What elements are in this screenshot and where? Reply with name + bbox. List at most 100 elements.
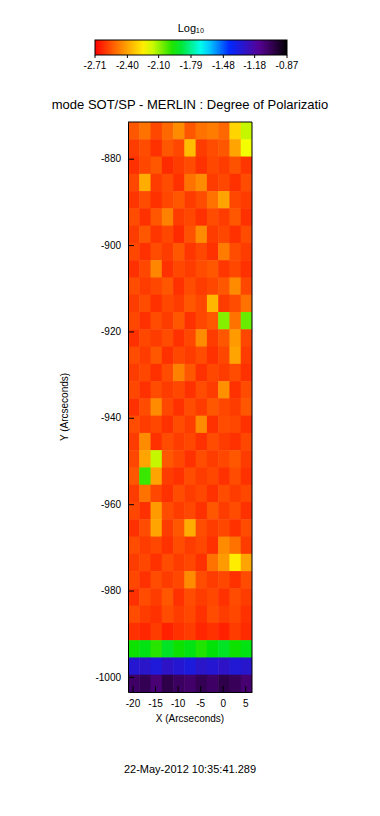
cell — [139, 243, 151, 261]
cell — [173, 433, 185, 451]
cell — [218, 277, 230, 295]
cell — [196, 537, 208, 555]
cell — [207, 122, 219, 140]
cell — [218, 260, 230, 278]
cell — [151, 606, 163, 624]
cell — [241, 139, 252, 157]
cell — [173, 208, 185, 226]
tick-label: -15 — [148, 698, 163, 709]
cell — [173, 364, 185, 382]
tick-label: -900 — [101, 240, 121, 251]
cell — [139, 502, 151, 520]
colorbar-tick — [95, 55, 96, 58]
cell — [241, 122, 252, 140]
cell — [241, 157, 252, 175]
cell — [184, 416, 196, 434]
cell — [173, 174, 185, 192]
frame — [252, 122, 253, 692]
cell — [162, 640, 174, 658]
tick-label: -10 — [171, 698, 186, 709]
tick-mark — [128, 677, 134, 678]
cell — [128, 640, 140, 658]
cell — [128, 191, 140, 209]
cell — [162, 122, 174, 140]
cell — [196, 295, 208, 313]
cell — [184, 640, 196, 658]
cell — [151, 174, 163, 192]
cell — [162, 519, 174, 537]
cell — [162, 226, 174, 244]
cell — [218, 571, 230, 589]
cell — [196, 139, 208, 157]
cell — [241, 640, 252, 658]
cell — [229, 485, 241, 503]
cell — [196, 485, 208, 503]
cell — [218, 554, 230, 572]
y-axis: -880-900-920-940-960-980-1000 — [95, 123, 134, 693]
cell — [207, 433, 219, 451]
cell — [229, 364, 241, 382]
cell — [151, 243, 163, 261]
cell — [173, 122, 185, 140]
cell — [162, 398, 174, 416]
cell — [139, 157, 151, 175]
colorbar-tick-label: -2.40 — [116, 60, 139, 71]
cell — [151, 640, 163, 658]
colorbar-tick — [191, 55, 192, 58]
cell — [173, 157, 185, 175]
tick: -900 — [101, 240, 134, 251]
cell — [207, 554, 219, 572]
tick: -940 — [101, 412, 134, 423]
cell — [229, 450, 241, 468]
cell — [218, 398, 230, 416]
cell — [241, 347, 252, 365]
cell — [151, 260, 163, 278]
heatmap — [128, 122, 252, 692]
cell — [229, 571, 241, 589]
cell — [218, 416, 230, 434]
tick: -10 — [171, 686, 186, 709]
cell — [173, 243, 185, 261]
cell — [151, 208, 163, 226]
cell — [218, 208, 230, 226]
cell — [151, 122, 163, 140]
cell — [139, 640, 151, 658]
cell — [128, 450, 140, 468]
cell — [184, 485, 196, 503]
cell — [162, 554, 174, 572]
colorbar-tick — [127, 55, 128, 58]
cell — [184, 208, 196, 226]
cell — [218, 588, 230, 606]
colorbar-tick-label: -0.87 — [276, 60, 299, 71]
cell — [196, 364, 208, 382]
tick-mark — [128, 331, 134, 332]
colorbar-tick-label: -1.48 — [212, 60, 235, 71]
cell — [229, 347, 241, 365]
cell — [173, 398, 185, 416]
cell — [241, 277, 252, 295]
cell — [151, 157, 163, 175]
colorbar-title: Log₁₀ — [178, 22, 205, 34]
cell — [139, 571, 151, 589]
tick: -15 — [148, 686, 163, 709]
tick-mark — [128, 418, 134, 419]
cell — [151, 450, 163, 468]
cell — [128, 416, 140, 434]
cell — [207, 657, 219, 675]
tick: -5 — [196, 686, 205, 709]
cell — [162, 139, 174, 157]
cell — [196, 347, 208, 365]
cell — [128, 260, 140, 278]
cell — [196, 416, 208, 434]
cell — [162, 657, 174, 675]
cell — [207, 157, 219, 175]
cell — [196, 467, 208, 485]
cell — [173, 554, 185, 572]
cell — [128, 243, 140, 261]
cell — [241, 312, 252, 330]
cell — [196, 157, 208, 175]
cell — [128, 519, 140, 537]
cell — [218, 329, 230, 347]
cell — [241, 502, 252, 520]
cell — [196, 381, 208, 399]
